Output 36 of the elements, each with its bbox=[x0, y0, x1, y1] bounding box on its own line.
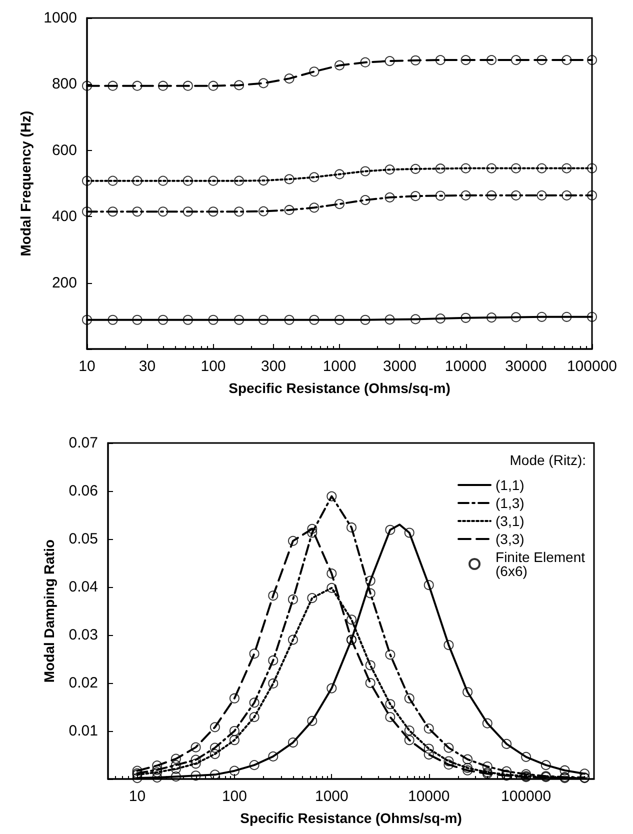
y-tick-label: 0.03 bbox=[68, 626, 98, 644]
y-tick-label: 0.02 bbox=[68, 674, 98, 692]
legend-label: Finite Element (6x6) bbox=[496, 549, 586, 579]
x-tick-label: 10000 bbox=[408, 788, 450, 805]
x-tick-label: 10000 bbox=[444, 358, 487, 375]
x-tick-label: 100000 bbox=[501, 788, 552, 805]
x-tick-label: 30000 bbox=[505, 358, 547, 375]
x-tick-label: 3000 bbox=[383, 358, 416, 375]
y-axis-title: Modal Damping Ratio bbox=[41, 539, 57, 683]
x-tick-label: 100000 bbox=[566, 358, 618, 375]
legend-label: (3,3) bbox=[496, 531, 524, 547]
x-tick-label: 30 bbox=[138, 358, 156, 375]
y-tick-label: 600 bbox=[52, 142, 77, 159]
x-axis-title: Specific Resistance (Ohms/sq-m) bbox=[228, 380, 450, 396]
x-axis-title: Specific Resistance (Ohms/sq-m) bbox=[240, 810, 462, 826]
y-tick-label: 0.06 bbox=[68, 482, 98, 500]
legend-label: (1,1) bbox=[496, 477, 524, 493]
x-tick-label: 1000 bbox=[322, 358, 356, 375]
y-tick-label: 200 bbox=[52, 274, 77, 292]
y-axis-title: Modal Frequency (Hz) bbox=[18, 110, 34, 256]
legend-label: (3,1) bbox=[496, 513, 524, 529]
x-tick-label: 100 bbox=[200, 358, 226, 375]
x-tick-label: 300 bbox=[260, 358, 286, 375]
y-tick-label: 0.05 bbox=[68, 530, 98, 548]
y-tick-label: 800 bbox=[52, 76, 77, 93]
x-tick-label: 10 bbox=[128, 788, 146, 805]
x-tick-label: 1000 bbox=[314, 788, 348, 805]
legend-title: Mode (Ritz): bbox=[510, 452, 586, 468]
y-tick-label: 0.01 bbox=[68, 722, 98, 740]
y-tick-label: 0.04 bbox=[68, 578, 98, 596]
y-tick-label: 1000 bbox=[44, 10, 77, 26]
x-tick-label: 10 bbox=[78, 358, 96, 375]
legend-label: (1,3) bbox=[496, 495, 524, 511]
y-tick-label: 400 bbox=[52, 208, 77, 226]
y-tick-label: 0.07 bbox=[68, 434, 98, 452]
x-tick-label: 100 bbox=[222, 788, 247, 805]
